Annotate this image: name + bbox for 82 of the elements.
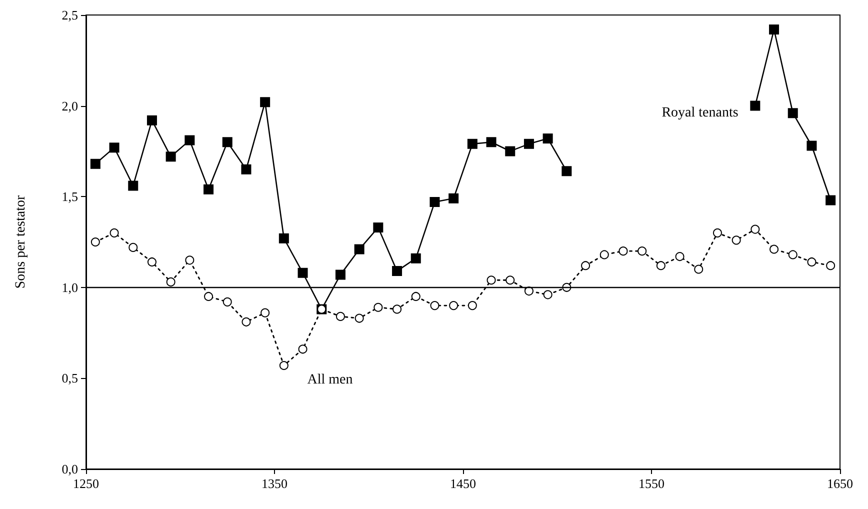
point xyxy=(562,166,572,176)
point xyxy=(543,290,552,300)
point xyxy=(448,193,459,204)
point xyxy=(430,301,440,310)
point xyxy=(279,360,288,370)
point xyxy=(184,135,195,146)
point xyxy=(204,292,214,301)
point xyxy=(128,242,138,252)
point xyxy=(694,264,704,274)
point xyxy=(354,314,364,323)
point xyxy=(769,24,780,35)
point xyxy=(298,344,308,354)
point xyxy=(147,257,156,266)
point xyxy=(430,197,440,208)
point xyxy=(260,308,270,318)
point xyxy=(204,184,214,194)
point xyxy=(524,138,534,149)
point xyxy=(524,286,534,296)
point xyxy=(411,292,420,301)
point xyxy=(712,228,722,238)
point xyxy=(638,246,647,256)
point xyxy=(505,146,516,156)
point xyxy=(354,244,364,254)
point xyxy=(222,297,232,306)
y-tick-label: 0,0 xyxy=(62,462,78,476)
point xyxy=(788,108,798,118)
series-label: Royal tenants xyxy=(662,106,738,120)
point xyxy=(166,277,176,286)
point xyxy=(109,142,120,153)
point xyxy=(770,244,779,254)
point xyxy=(618,246,628,256)
point xyxy=(90,238,100,246)
point xyxy=(506,276,515,285)
point xyxy=(185,256,194,265)
point xyxy=(336,312,345,321)
point xyxy=(298,268,308,278)
point xyxy=(241,164,252,174)
point xyxy=(222,137,232,148)
point xyxy=(146,115,157,126)
point xyxy=(788,250,798,260)
y-axis-title: Sons per testator xyxy=(14,195,28,289)
point xyxy=(486,137,496,148)
series-label: All men xyxy=(307,372,353,388)
point xyxy=(468,301,477,310)
y-tick-label: 2,5 xyxy=(62,8,78,22)
point xyxy=(732,236,741,245)
point xyxy=(750,100,760,111)
point xyxy=(826,261,836,270)
point xyxy=(486,276,496,285)
point xyxy=(542,133,553,144)
point xyxy=(242,317,251,326)
y-tick-label: 0,5 xyxy=(62,370,78,386)
x-tick-label: 1650 xyxy=(827,476,853,491)
point xyxy=(656,261,666,270)
point xyxy=(392,266,402,276)
point xyxy=(392,304,402,314)
y-tick-label: 1,5 xyxy=(62,189,78,204)
y-tick-label: 2,0 xyxy=(62,98,78,114)
point xyxy=(278,233,289,244)
point xyxy=(675,252,684,262)
point xyxy=(449,301,458,310)
point xyxy=(806,140,817,151)
point xyxy=(581,261,590,270)
x-tick-label: 1350 xyxy=(262,476,288,491)
point xyxy=(166,152,176,162)
y-tick-label: 1,0 xyxy=(62,280,78,295)
point xyxy=(826,195,836,206)
point xyxy=(335,270,346,280)
x-tick-label: 1550 xyxy=(638,476,664,491)
point xyxy=(750,224,760,234)
x-tick-label: 1450 xyxy=(450,476,476,491)
point xyxy=(373,222,384,232)
point xyxy=(128,180,138,191)
point xyxy=(90,158,100,169)
point xyxy=(467,138,478,149)
point xyxy=(374,302,383,312)
point xyxy=(410,253,421,264)
point xyxy=(807,257,816,266)
point xyxy=(260,97,270,108)
x-tick-label: 1250 xyxy=(73,476,99,491)
point xyxy=(110,228,119,238)
point xyxy=(600,250,609,260)
